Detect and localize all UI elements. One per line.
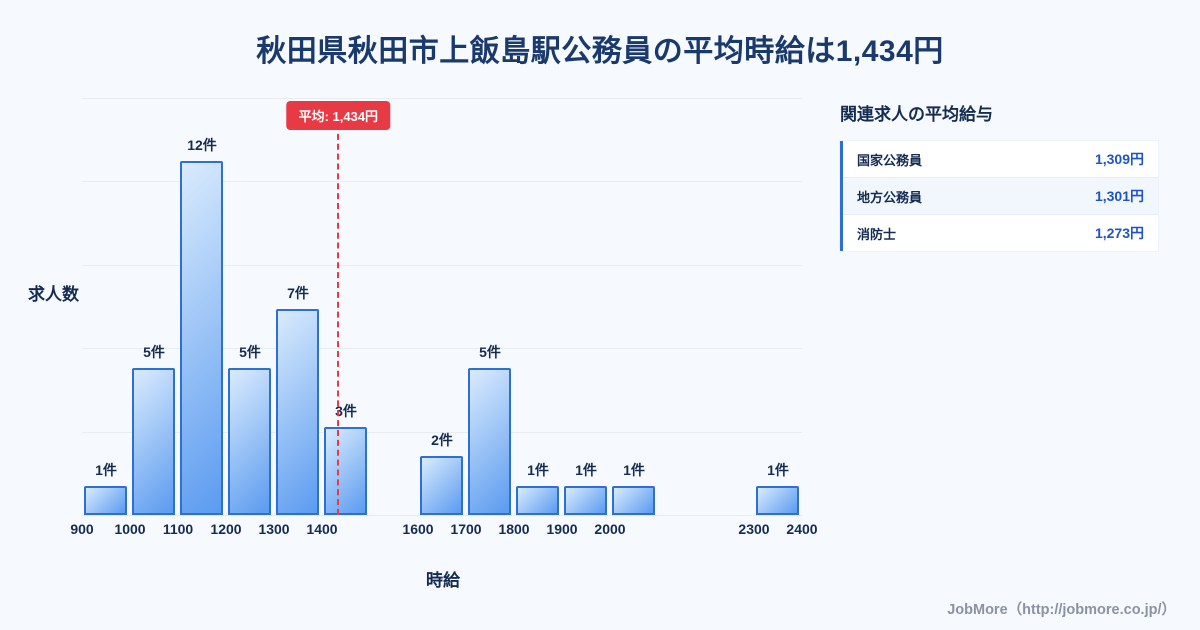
histogram-bar	[132, 367, 175, 515]
histogram-bar	[564, 485, 607, 515]
x-tick-label: 2400	[786, 521, 818, 537]
x-tick-label: 1900	[546, 521, 578, 537]
table-row: 地方公務員 1,301円	[843, 178, 1158, 215]
y-axis-label: 求人数	[28, 285, 79, 304]
related-jobs-panel: 関連求人の平均給与 国家公務員 1,309円 地方公務員 1,301円 消防士 …	[840, 100, 1158, 251]
table-row: 消防士 1,273円	[843, 215, 1158, 251]
histogram-bar	[228, 367, 271, 515]
page-title: 秋田県秋田市上飯島駅公務員の平均時給は1,434円	[256, 35, 944, 68]
gridline	[82, 181, 802, 183]
average-line	[337, 124, 340, 515]
histogram-bar	[756, 485, 799, 515]
x-tick-label: 1400	[306, 521, 338, 537]
gridline	[82, 515, 802, 516]
bar-count-label: 1件	[95, 461, 117, 478]
job-label: 国家公務員	[857, 152, 923, 168]
x-axis-label: 時給	[426, 571, 460, 590]
gridline	[82, 264, 802, 266]
bar-count-label: 7件	[287, 284, 309, 301]
x-tick-label: 1200	[210, 521, 242, 537]
histogram-plot-area: 1件 5件 12件 5件 7件 3件 2件 5件 1件 1件 1件 1件 900 1000 1100 1200…	[70, 98, 818, 537]
histogram-bar	[324, 426, 367, 515]
related-jobs-table: 国家公務員 1,309円 地方公務員 1,301円 消防士 1,273円	[840, 141, 1158, 251]
bar-count-label: 1件	[767, 461, 789, 478]
histogram-bar	[84, 485, 127, 515]
bar-count-label: 12件	[187, 137, 217, 153]
x-tick-label: 1000	[114, 521, 146, 537]
table-row: 国家公務員 1,309円	[843, 141, 1158, 178]
bar-count-label: 3件	[335, 402, 357, 419]
gridline	[82, 431, 802, 433]
average-badge: 平均: 1,434円	[286, 101, 391, 130]
histogram-bar	[420, 456, 463, 515]
histogram-bar	[612, 485, 655, 515]
histogram-bar	[276, 308, 319, 515]
bar-count-label: 1件	[527, 461, 549, 478]
x-tick-label: 2000	[594, 521, 626, 537]
x-tick-label: 1800	[498, 521, 530, 537]
job-salary-value: 1,273円	[1094, 225, 1144, 241]
footer-credit: JobMore（http://jobmore.co.jp/）	[947, 602, 1176, 618]
gridline	[82, 348, 802, 350]
average-badge-arrow	[332, 124, 345, 130]
x-tick-label: 1700	[450, 521, 482, 537]
x-tick-label: 1300	[258, 521, 290, 537]
histogram-bar	[180, 161, 223, 515]
related-jobs-heading: 関連求人の平均給与	[840, 105, 993, 124]
x-tick-label: 1100	[162, 521, 194, 537]
x-tick-label: 900	[70, 521, 94, 537]
job-label: 消防士	[857, 226, 897, 242]
bar-count-label: 1件	[575, 461, 597, 478]
histogram-bar	[468, 367, 511, 515]
gridline	[82, 98, 802, 99]
x-tick-label: 1600	[402, 521, 434, 537]
job-salary-value: 1,301円	[1094, 188, 1144, 204]
bar-count-label: 5件	[479, 343, 501, 360]
bar-count-label: 1件	[623, 461, 645, 478]
job-label: 地方公務員	[857, 189, 923, 205]
bar-count-label: 2件	[431, 432, 453, 448]
histogram-bar	[516, 485, 559, 515]
bar-count-label: 5件	[143, 343, 165, 360]
bar-count-label: 5件	[239, 343, 261, 360]
job-salary-value: 1,309円	[1094, 151, 1144, 167]
x-tick-label: 2300	[738, 521, 770, 537]
